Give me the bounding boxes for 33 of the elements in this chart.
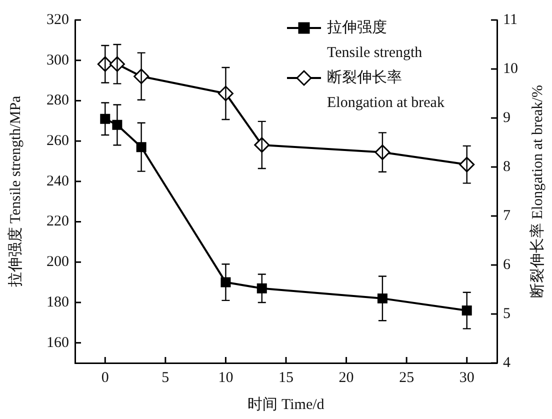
y2-tick-label: 8: [503, 158, 510, 175]
y-tick-label: 200: [46, 254, 69, 270]
y2-tick-label: 11: [503, 12, 518, 28]
y2-tick-label: 6: [503, 256, 511, 273]
y2-tick-label: 4: [503, 354, 511, 371]
y2-tick-label: 9: [503, 110, 510, 126]
x-tick-label: 25: [399, 370, 414, 386]
y-axis-title: 拉伸强度 Tensile strength/MPa: [6, 95, 24, 288]
x-tick-label: 30: [459, 370, 474, 386]
point: [100, 114, 110, 124]
y-tick-label: 300: [46, 52, 69, 68]
x-tick-label: 15: [278, 370, 294, 386]
y-tick-label: 260: [46, 132, 69, 149]
point: [256, 283, 267, 294]
x-axis-title: 时间 Time/d: [248, 396, 325, 413]
x-tick-label: 10: [218, 370, 234, 386]
x-tick-label: 20: [338, 370, 354, 386]
y-tick-label: 180: [46, 294, 69, 310]
x-tick-label: 0: [101, 370, 109, 386]
y2-tick-label: 7: [503, 208, 511, 224]
y-tick-label: 220: [46, 214, 69, 230]
x-tick-label: 5: [162, 370, 170, 386]
point: [377, 293, 388, 304]
y2-tick-label: 5: [503, 306, 510, 322]
legend-label: 拉伸强度 Tensile strength: [327, 18, 423, 61]
y2-tick-label: 10: [503, 60, 518, 77]
y-tick-label: 280: [46, 92, 69, 109]
y-tick-label: 320: [46, 12, 69, 28]
legend-label: 断裂伸长率 Elongation at break: [327, 68, 445, 111]
point: [462, 306, 472, 316]
y-tick-label: 240: [46, 173, 69, 190]
y-tick-label: 160: [46, 334, 69, 351]
y2-axis-title: 断裂伸长率 Elongation at break/%: [528, 85, 546, 298]
